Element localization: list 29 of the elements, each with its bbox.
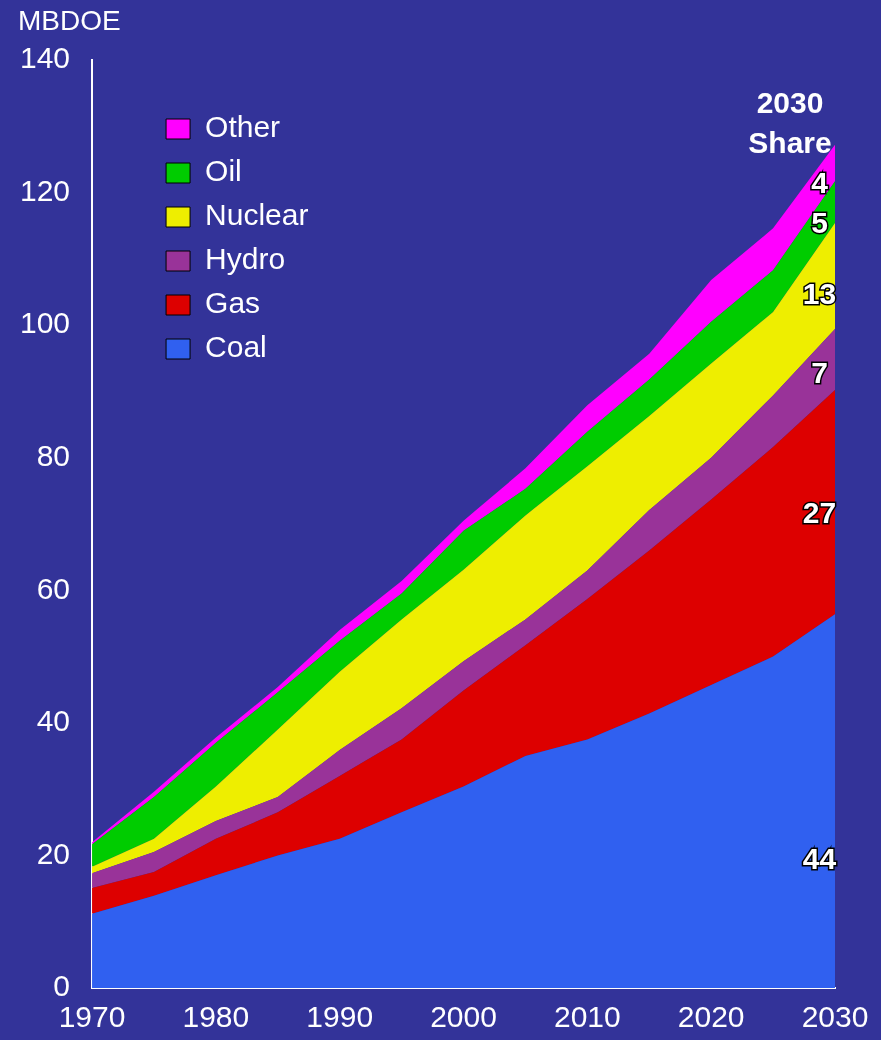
y-tick-label: 0 [53, 969, 71, 1003]
annotation: 4 [811, 165, 829, 199]
x-tick-label: 2030 [801, 1000, 869, 1034]
y-tick-label: 60 [36, 571, 71, 605]
legend-label: Hydro [205, 242, 286, 276]
annotation: 27 [802, 495, 837, 529]
legend-label: Other [205, 110, 281, 144]
annotation: 5 [811, 205, 828, 239]
annotation: 7 [811, 356, 828, 390]
x-tick-label: 2000 [430, 1000, 497, 1034]
x-tick-label: 2020 [677, 1000, 745, 1034]
y-tick-label: 100 [19, 306, 71, 340]
annotation: 2030 Share [748, 86, 832, 160]
annotation: 13 [802, 276, 837, 310]
y-tick-label: 80 [36, 438, 71, 472]
legend-label: Gas [205, 286, 261, 320]
y-axis-title: MBDOE [18, 4, 121, 36]
y-tick-label: 40 [36, 704, 71, 738]
y-tick-label: 120 [19, 173, 71, 207]
x-tick-label: 2010 [553, 1000, 621, 1034]
legend-label: Oil [205, 154, 242, 188]
annotation: 44 [802, 842, 837, 876]
x-tick-label: 1990 [306, 1000, 374, 1034]
y-tick-label: 140 [19, 41, 71, 75]
x-tick-label: 1970 [58, 1000, 126, 1034]
y-tick-label: 20 [36, 836, 71, 870]
legend-label: Coal [205, 330, 267, 364]
legend-label: Nuclear [205, 198, 309, 232]
x-tick-label: 1980 [182, 1000, 250, 1034]
